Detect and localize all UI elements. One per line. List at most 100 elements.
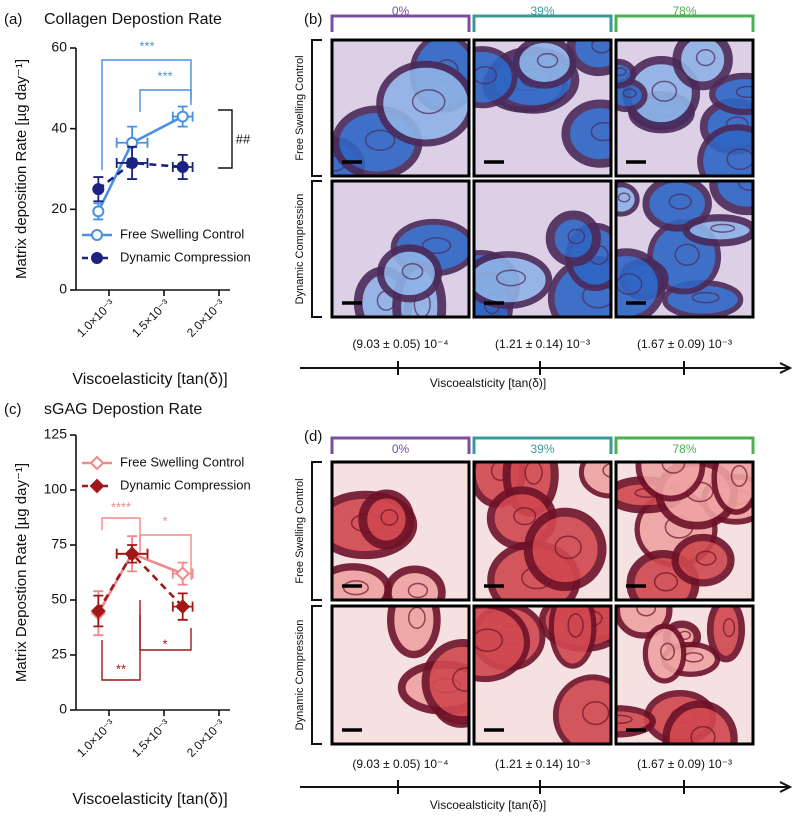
nucleus (513, 507, 537, 526)
marker (89, 455, 105, 471)
nucleus (582, 701, 610, 726)
nucleus (691, 291, 720, 304)
marker (176, 160, 189, 173)
significance-label: ** (116, 661, 126, 676)
chart-title: sGAG Depostion Rate (44, 401, 202, 418)
column-bracket (614, 14, 755, 32)
row-label: Dynamic Compression (294, 620, 306, 731)
cell (711, 462, 753, 515)
x-axis-label: Viscoelasticity [tan(δ)] (72, 791, 227, 808)
viscoelasticity-axis (300, 362, 793, 374)
nucleus (735, 85, 753, 99)
marker (91, 252, 103, 264)
nucleus (567, 228, 586, 245)
cell (697, 124, 753, 176)
cell (616, 248, 666, 317)
nucleus (668, 193, 692, 210)
micrograph-border (614, 460, 755, 602)
significance-bracket (139, 615, 192, 651)
cell (566, 40, 611, 77)
significance-label: **** (111, 499, 131, 514)
row-label: Free Swelling Control (294, 478, 306, 583)
nucleus (567, 612, 584, 638)
column-bracket (330, 14, 471, 32)
nucleus (674, 243, 700, 266)
row-label: Dynamic Compression (294, 194, 306, 305)
legend-label: Dynamic Compression (120, 249, 251, 264)
significance-label: *** (157, 68, 172, 83)
x-tick-label: 1.0×10⁻³ (74, 716, 117, 759)
nucleus (380, 509, 399, 526)
micrograph-border (472, 38, 613, 178)
micrograph (332, 181, 469, 317)
nucleus (651, 80, 678, 102)
nucleus (653, 572, 679, 592)
nucleus (474, 65, 498, 85)
column-label: 78% (672, 442, 696, 456)
micrograph (332, 606, 469, 744)
nucleus (660, 642, 675, 661)
nucleus (411, 89, 446, 115)
nucleus (636, 606, 657, 617)
legend-label: Free Swelling Control (120, 454, 244, 469)
cell (376, 60, 469, 147)
cell (709, 72, 753, 116)
micrograph-border (614, 38, 755, 178)
column-bracket (472, 14, 613, 32)
column-bracket (472, 436, 613, 454)
marker (89, 478, 105, 494)
significance-bracket (139, 89, 192, 112)
cell (474, 46, 518, 109)
axis-value: (1.67 ± 0.09) 10⁻³ (637, 757, 732, 771)
micrograph-border (330, 38, 471, 178)
nucleus (536, 52, 559, 69)
y-tick-label: 25 (51, 646, 67, 662)
cell (512, 40, 577, 89)
marker (126, 156, 139, 169)
micrograph-border (330, 460, 471, 602)
panel-label: (b) (304, 11, 322, 28)
nucleus (452, 667, 469, 692)
significance-label: * (162, 513, 167, 528)
column-label: 39% (530, 442, 554, 456)
x-tick-label: 1.5×10⁻³ (129, 296, 172, 339)
micrograph (616, 40, 753, 176)
chart-title: Collagen Depostion Rate (44, 11, 222, 28)
micrograph (616, 181, 753, 317)
micrograph (332, 462, 469, 600)
y-tick-label: 75 (51, 536, 67, 552)
axis-value: (9.03 ± 0.05) 10⁻⁴ (352, 757, 448, 771)
axis-value: (1.21 ± 0.14) 10⁻³ (495, 337, 590, 351)
axis-value: (1.21 ± 0.14) 10⁻³ (495, 757, 590, 771)
nucleus (690, 725, 716, 744)
x-tick-label: 1.5×10⁻³ (129, 716, 172, 759)
x-tick-label: 2.0×10⁻³ (184, 296, 227, 339)
y-tick-label: 0 (59, 701, 67, 717)
micrograph-border (472, 179, 613, 319)
nucleus (622, 88, 637, 99)
nucleus (616, 67, 627, 77)
micrograph-border (614, 179, 755, 319)
cell (474, 606, 531, 683)
micrograph (474, 606, 611, 744)
y-tick-label: 100 (44, 481, 68, 497)
micrograph (474, 181, 611, 317)
micrograph-border (472, 604, 613, 746)
axis-label: Viscoealsticity [tan(δ)] (430, 376, 547, 390)
y-axis-label: Matrix deposition Rate [µg day⁻¹] (13, 59, 30, 279)
cell (474, 251, 553, 309)
y-axis-label: Matrix Depostion Rate [µg day⁻¹] (13, 463, 30, 682)
nucleus (495, 269, 527, 287)
row-bracket (311, 39, 322, 177)
marker (176, 110, 189, 123)
cell (672, 40, 733, 91)
nucleus (602, 462, 611, 479)
y-tick-label: 125 (44, 426, 68, 442)
viscoelasticity-axis (300, 781, 793, 793)
nucleus (710, 223, 736, 233)
micrograph-border (472, 460, 613, 602)
significance-label: *** (139, 38, 154, 53)
row-label: Free Swelling Control (294, 55, 306, 160)
nucleus (730, 465, 748, 487)
